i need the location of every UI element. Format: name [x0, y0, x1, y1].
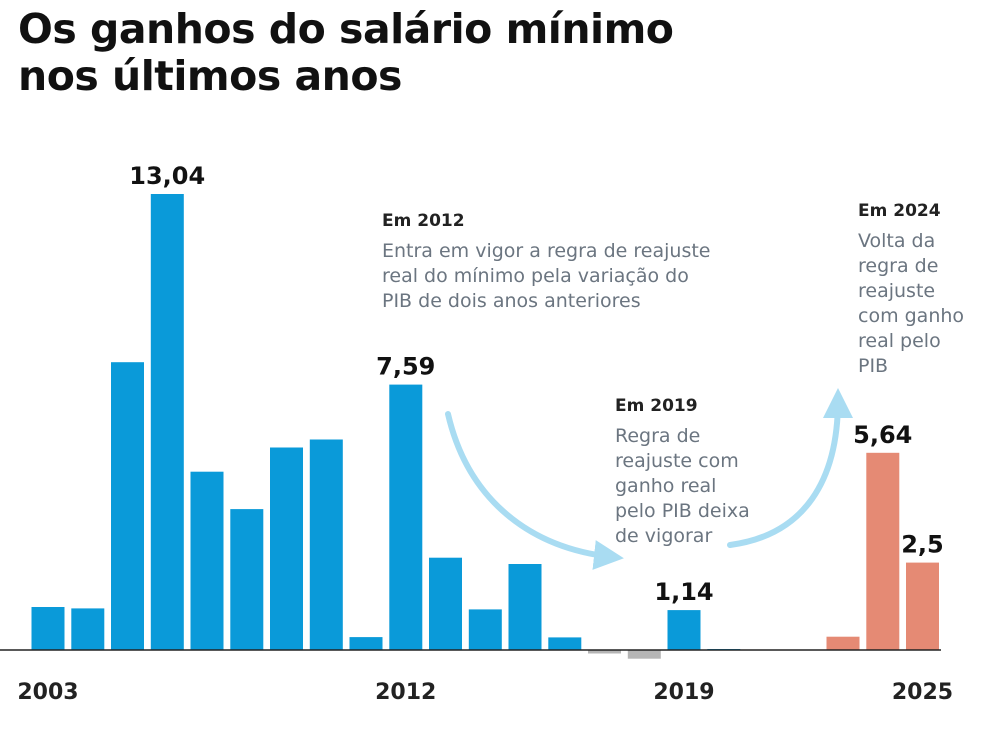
annotation-2019-head: Em 2019 [615, 396, 698, 416]
bar-2007 [190, 471, 224, 650]
data-label-2012: 7,59 [376, 353, 435, 381]
bar-2018 [627, 650, 661, 659]
bar-2009 [270, 447, 303, 650]
annotation-2019-line-3: ganho real [615, 475, 716, 497]
bar-2023 [826, 636, 860, 650]
annotation-2024-line-3: reajuste [858, 280, 935, 302]
bar-2008 [230, 509, 264, 650]
annotation-2024-line-1: Volta da [858, 230, 935, 252]
annotation-2024-line-4: com ganho [858, 305, 964, 327]
x-tick-labels-group: 2003 2012 2019 2025 [17, 680, 953, 705]
bar-2014 [468, 609, 502, 650]
annotation-2024-line-2: regra de [858, 255, 938, 277]
bar-2012 [389, 384, 423, 650]
x-tick-2012: 2012 [375, 680, 436, 705]
bar-2013 [429, 557, 462, 650]
arrow-2012-to-2019 [445, 411, 624, 570]
annotation-2012-line-3: PIB de dois anos anteriores [382, 290, 641, 312]
annotation-2012: Em 2012 Entra em vigor a regra de reajus… [382, 211, 710, 312]
bar-2019 [667, 610, 701, 650]
title-line-1: Os ganhos do salário mínimo [18, 5, 674, 53]
annotation-2019-line-1: Regra de [615, 425, 700, 447]
bar-2003 [31, 607, 65, 650]
annotation-2012-line-1: Entra em vigor a regra de reajuste [382, 240, 710, 262]
bar-2010 [309, 439, 343, 650]
annotation-2019-line-2: reajuste com [615, 450, 739, 472]
chart-title: Os ganhos do salário mínimo nos últimos … [18, 6, 918, 100]
bar-2004 [71, 608, 105, 650]
x-tick-2025: 2025 [892, 680, 953, 705]
bar-2011 [349, 637, 383, 650]
bar-2006 [150, 194, 184, 650]
annotation-2012-head: Em 2012 [382, 211, 465, 231]
x-tick-2019: 2019 [653, 680, 714, 705]
data-label-2019: 1,14 [654, 578, 713, 606]
bar-2015 [508, 564, 542, 650]
bar-2024 [866, 452, 900, 650]
bar-2016 [548, 637, 582, 650]
bars-group [31, 194, 939, 659]
annotation-2024: Em 2024 Volta da regra de reajuste com g… [858, 201, 964, 377]
data-labels-group: 13,04 7,59 1,14 5,64 2,5 [129, 162, 943, 606]
data-label-2024: 5,64 [853, 421, 912, 449]
annotation-2019-line-5: de vigorar [615, 525, 712, 547]
annotation-2024-line-5: real pelo [858, 330, 941, 352]
x-tick-2003: 2003 [17, 680, 78, 705]
bar-2017 [588, 650, 621, 654]
annotation-2024-head: Em 2024 [858, 201, 941, 221]
annotation-2019: Em 2019 Regra de reajuste com ganho real… [615, 396, 750, 547]
title-line-2: nos últimos anos [18, 52, 402, 100]
data-label-2006: 13,04 [129, 162, 205, 190]
data-label-2025: 2,5 [901, 531, 944, 559]
arrow-2019-to-2024 [727, 388, 853, 548]
annotation-2019-line-4: pelo PIB deixa [615, 500, 750, 522]
annotation-2012-line-2: real do mínimo pela variação do [382, 265, 689, 287]
bar-2005 [111, 362, 144, 650]
bar-2025 [906, 562, 939, 650]
annotation-2024-line-6: PIB [858, 355, 888, 377]
